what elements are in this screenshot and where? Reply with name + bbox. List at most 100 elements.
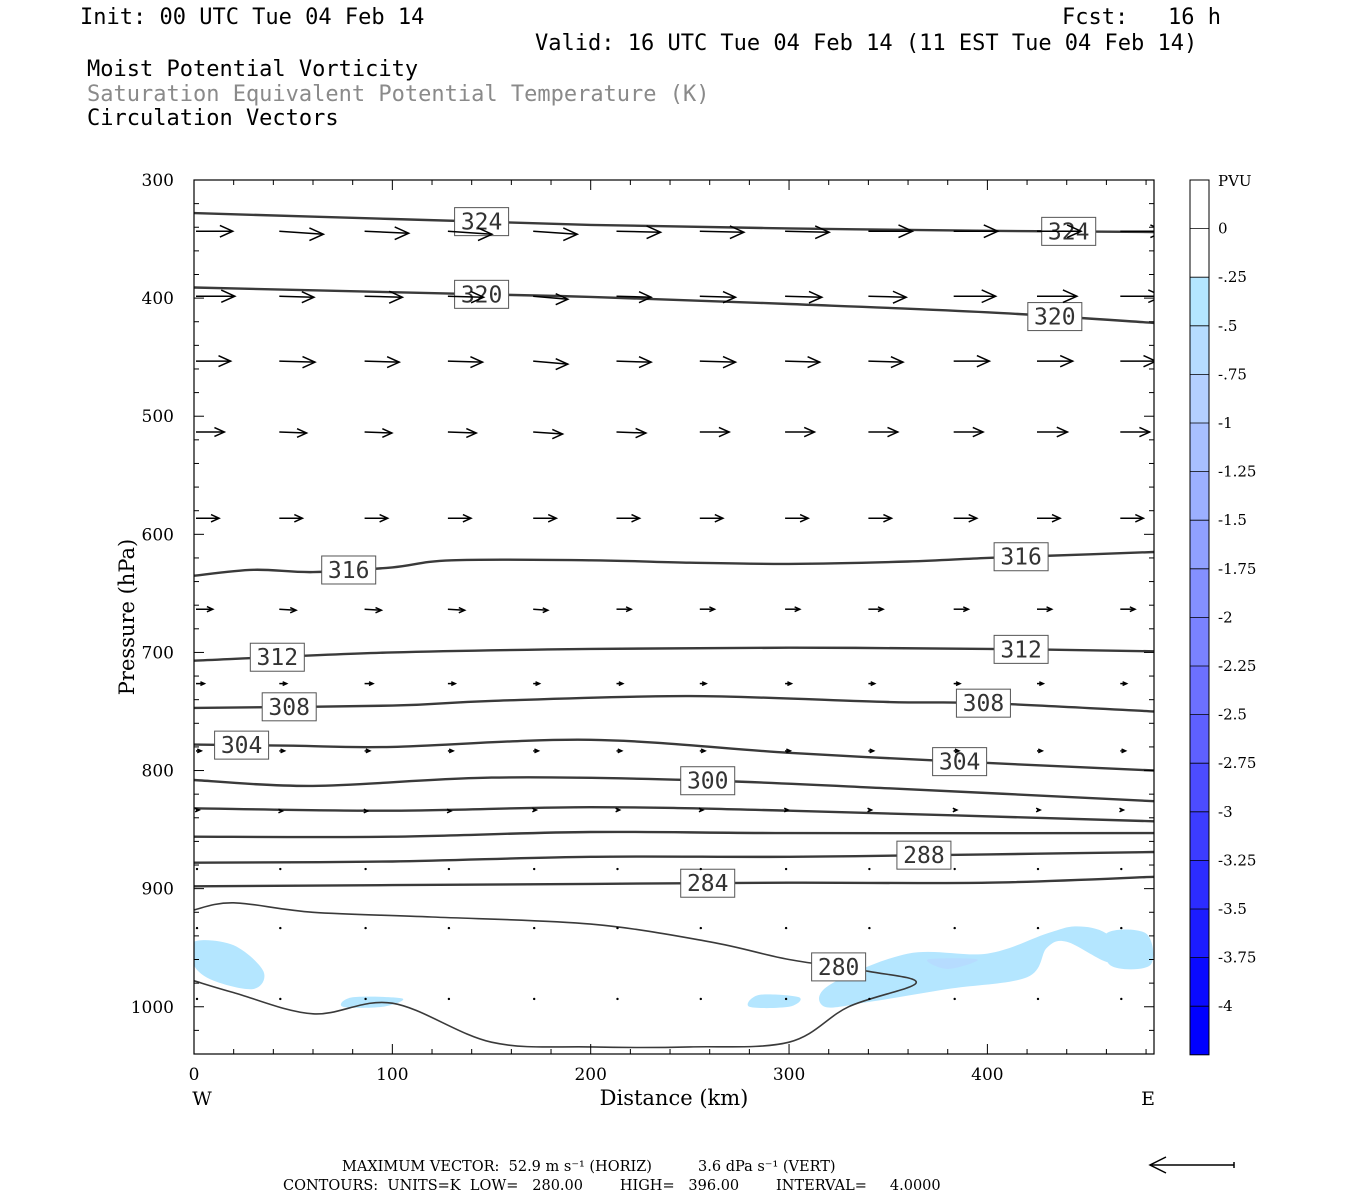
contour-288 bbox=[194, 850, 1154, 864]
circulation-vector bbox=[785, 681, 794, 687]
vector-head bbox=[877, 606, 885, 613]
circulation-vector bbox=[533, 681, 542, 687]
circulation-vector bbox=[616, 606, 634, 613]
vector-head bbox=[1059, 354, 1075, 368]
circulation-vector bbox=[785, 225, 832, 240]
circulation-vector bbox=[196, 748, 204, 754]
contour-label: 308 bbox=[261, 692, 317, 722]
circulation-vector bbox=[195, 926, 199, 930]
vector-shaft bbox=[447, 230, 493, 235]
vector-dot bbox=[532, 926, 536, 930]
vector-head bbox=[278, 808, 285, 814]
contour-296 bbox=[194, 805, 1154, 823]
circulation-vector bbox=[533, 293, 570, 306]
contour-280 bbox=[194, 901, 917, 1049]
circulation-vector bbox=[699, 606, 717, 613]
contour-label-text: 324 bbox=[461, 210, 503, 236]
vector-head bbox=[368, 681, 375, 687]
vector-dot bbox=[364, 997, 367, 1001]
vector-head bbox=[477, 227, 494, 242]
vector-head bbox=[814, 225, 832, 240]
colorbar-label: -.75 bbox=[1218, 365, 1247, 383]
circulation-vector bbox=[279, 606, 298, 614]
field-title-mpv: Moist Potential Vorticity bbox=[87, 57, 419, 82]
vector-head bbox=[282, 681, 289, 687]
vector-shaft bbox=[785, 230, 830, 233]
x-tick-label: 400 bbox=[971, 1065, 1003, 1085]
circulation-vector bbox=[364, 290, 405, 304]
circulation-vector bbox=[1036, 867, 1040, 871]
contour-label-box bbox=[454, 279, 510, 309]
circulation-vector bbox=[868, 290, 909, 304]
footer: MAXIMUM VECTOR: 52.9 m s⁻¹ (HORIZ) 3.6 d… bbox=[283, 1156, 1235, 1194]
contour-label-text: 304 bbox=[939, 750, 981, 776]
vector-shaft bbox=[279, 230, 324, 235]
circulation-vector bbox=[279, 867, 282, 871]
contour-label-text: 320 bbox=[1034, 305, 1076, 331]
circulation-vector bbox=[447, 748, 455, 754]
vector-head bbox=[983, 224, 1000, 239]
vector-head bbox=[638, 356, 653, 369]
vector-dot bbox=[953, 997, 956, 1001]
circulation-vector bbox=[364, 748, 372, 754]
circulation-vector bbox=[196, 355, 233, 368]
vector-head bbox=[551, 428, 565, 440]
vector-shaft bbox=[279, 431, 307, 434]
vector-head bbox=[1122, 681, 1129, 687]
vector-shaft bbox=[533, 608, 548, 611]
circulation-vector bbox=[699, 513, 725, 523]
circulation-vector bbox=[953, 513, 979, 523]
colorbar-label: 0 bbox=[1218, 220, 1228, 238]
y-tick-label: 300 bbox=[142, 171, 174, 191]
vector-shaft bbox=[364, 360, 400, 363]
vector-head bbox=[386, 356, 402, 369]
colorbar-label: -2.25 bbox=[1218, 657, 1256, 675]
vector-shaft bbox=[364, 230, 409, 234]
contour-312 bbox=[194, 646, 1154, 662]
circulation-vector bbox=[785, 513, 811, 523]
vector-shaft bbox=[533, 230, 578, 235]
circulation-vector bbox=[279, 997, 282, 1001]
vector-head bbox=[218, 355, 233, 368]
vector-dot bbox=[616, 997, 619, 1001]
vector-head bbox=[615, 807, 622, 813]
circulation-vector bbox=[278, 808, 285, 814]
vector-head bbox=[968, 513, 979, 523]
mpv-shading bbox=[194, 926, 1154, 1009]
vector-shaft bbox=[447, 431, 477, 434]
circulation-vector bbox=[364, 867, 367, 871]
vector-shaft bbox=[616, 230, 661, 233]
contour-label-box bbox=[321, 555, 377, 585]
circulation-vector bbox=[784, 867, 788, 871]
vector-dot bbox=[784, 997, 788, 1001]
vector-head bbox=[470, 356, 485, 369]
x-tick-label: 300 bbox=[773, 1065, 805, 1085]
vector-head bbox=[981, 289, 998, 304]
vector-dot bbox=[1036, 926, 1040, 930]
circulation-vector bbox=[953, 748, 961, 754]
contour-info-text: CONTOURS: UNITS=K LOW= 280.00 HIGH= 396.… bbox=[283, 1178, 941, 1194]
contour-label-box bbox=[680, 868, 736, 898]
contour-label-text: 320 bbox=[461, 282, 503, 308]
vector-shaft bbox=[616, 360, 652, 363]
colorbar-segment bbox=[1190, 1006, 1209, 1055]
circulation-vector bbox=[1120, 354, 1154, 368]
circulation-vector bbox=[279, 681, 289, 687]
valid-time: Valid: 16 UTC Tue 04 Feb 14 (11 EST Tue … bbox=[535, 31, 1198, 56]
axes: 300 400 500 600 700 800 900 1000 0 100 200 300 400 Di… bbox=[115, 171, 1155, 1110]
y-tick-label: 600 bbox=[142, 525, 174, 545]
vector-head bbox=[194, 807, 201, 813]
vector-dot bbox=[195, 997, 199, 1001]
colorbar-label: -.5 bbox=[1218, 317, 1237, 335]
contour-label-box bbox=[1027, 302, 1083, 332]
circulation-vector bbox=[532, 997, 536, 1001]
circulation-vector bbox=[1036, 748, 1045, 754]
vector-dot bbox=[953, 867, 956, 871]
vector-dot bbox=[699, 867, 703, 871]
circulation-vector bbox=[868, 681, 877, 687]
contour-label: 304 bbox=[214, 730, 270, 760]
circulation-vector bbox=[1120, 997, 1123, 1001]
colorbar-segment bbox=[1190, 180, 1209, 229]
colorbar-segment bbox=[1190, 714, 1209, 764]
circulation-vector bbox=[196, 605, 215, 613]
